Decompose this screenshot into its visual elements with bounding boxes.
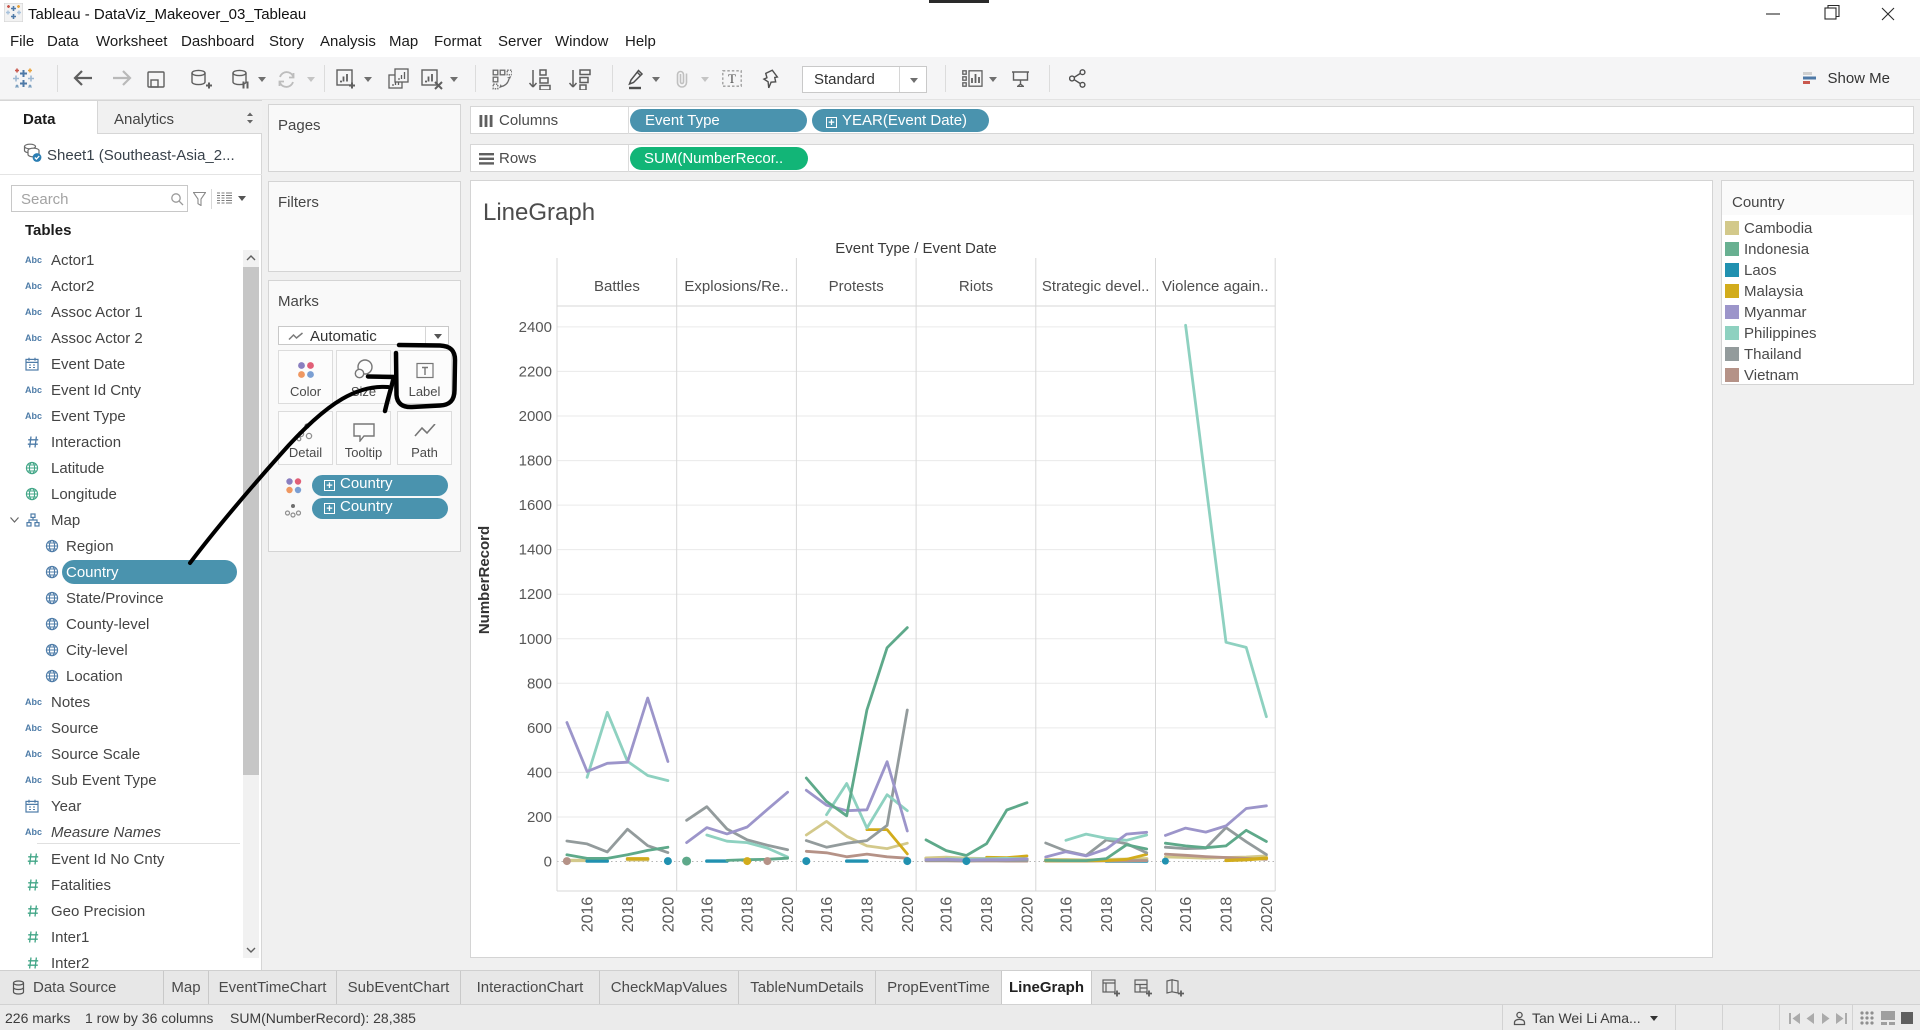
svg-text:T: T: [728, 71, 736, 86]
svg-text:2016: 2016: [699, 897, 716, 933]
svg-text:LineGraph: LineGraph: [483, 199, 595, 226]
svg-text:2020: 2020: [780, 897, 797, 933]
svg-text:1800: 1800: [519, 453, 552, 470]
svg-text:2018: 2018: [1099, 897, 1116, 933]
svg-text:2020: 2020: [900, 897, 917, 933]
svg-text:2016: 2016: [1178, 897, 1195, 933]
svg-text:2020: 2020: [1259, 897, 1276, 933]
svg-text:Explosions/Re..: Explosions/Re..: [684, 278, 788, 295]
svg-text:Event Type / Event Date: Event Type / Event Date: [835, 240, 996, 257]
svg-text:2018: 2018: [1219, 897, 1236, 933]
svg-text:2018: 2018: [859, 897, 876, 933]
svg-text:0: 0: [544, 854, 552, 871]
svg-text:Violence again..: Violence again..: [1162, 278, 1268, 295]
svg-text:NumberRecord: NumberRecord: [476, 526, 493, 634]
svg-text:Riots: Riots: [959, 278, 993, 295]
svg-text:2018: 2018: [620, 897, 637, 933]
svg-text:2016: 2016: [580, 897, 597, 933]
svg-text:2016: 2016: [819, 897, 836, 933]
svg-text:400: 400: [527, 764, 552, 781]
svg-text:2000: 2000: [519, 408, 552, 425]
svg-text:2200: 2200: [519, 363, 552, 380]
svg-text:2016: 2016: [939, 897, 956, 933]
svg-text:2020: 2020: [1139, 897, 1156, 933]
svg-text:2400: 2400: [519, 319, 552, 336]
svg-text:2016: 2016: [1058, 897, 1075, 933]
svg-text:200: 200: [527, 809, 552, 826]
svg-text:800: 800: [527, 675, 552, 692]
svg-text:1000: 1000: [519, 631, 552, 648]
svg-text:2018: 2018: [740, 897, 757, 933]
svg-text:Battles: Battles: [594, 278, 640, 295]
svg-text:2020: 2020: [660, 897, 677, 933]
svg-text:2020: 2020: [1020, 897, 1037, 933]
svg-text:2018: 2018: [979, 897, 996, 933]
svg-text:600: 600: [527, 720, 552, 737]
svg-text:1600: 1600: [519, 497, 552, 514]
svg-text:Strategic devel..: Strategic devel..: [1042, 278, 1150, 295]
svg-text:1200: 1200: [519, 586, 552, 603]
svg-text:Protests: Protests: [829, 278, 884, 295]
svg-text:1400: 1400: [519, 542, 552, 559]
